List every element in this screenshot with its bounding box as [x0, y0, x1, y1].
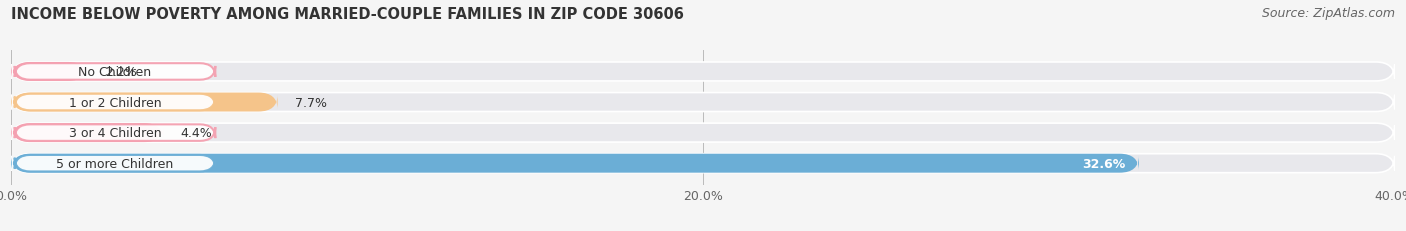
Text: 5 or more Children: 5 or more Children: [56, 157, 173, 170]
FancyBboxPatch shape: [11, 93, 1395, 112]
Text: 4.4%: 4.4%: [181, 127, 212, 140]
FancyBboxPatch shape: [14, 155, 215, 172]
FancyBboxPatch shape: [14, 64, 215, 80]
Text: 32.6%: 32.6%: [1081, 157, 1125, 170]
FancyBboxPatch shape: [11, 63, 1395, 82]
FancyBboxPatch shape: [11, 124, 1395, 143]
Text: Source: ZipAtlas.com: Source: ZipAtlas.com: [1261, 7, 1395, 20]
Text: 1 or 2 Children: 1 or 2 Children: [69, 96, 162, 109]
FancyBboxPatch shape: [11, 63, 87, 82]
Text: 2.2%: 2.2%: [104, 66, 136, 79]
FancyBboxPatch shape: [11, 154, 1395, 173]
Text: 7.7%: 7.7%: [295, 96, 326, 109]
Text: INCOME BELOW POVERTY AMONG MARRIED-COUPLE FAMILIES IN ZIP CODE 30606: INCOME BELOW POVERTY AMONG MARRIED-COUPL…: [11, 7, 685, 22]
FancyBboxPatch shape: [11, 93, 277, 112]
FancyBboxPatch shape: [14, 94, 215, 111]
Text: 3 or 4 Children: 3 or 4 Children: [69, 127, 162, 140]
Text: No Children: No Children: [79, 66, 152, 79]
FancyBboxPatch shape: [11, 124, 163, 143]
FancyBboxPatch shape: [11, 154, 1139, 173]
FancyBboxPatch shape: [14, 125, 215, 141]
